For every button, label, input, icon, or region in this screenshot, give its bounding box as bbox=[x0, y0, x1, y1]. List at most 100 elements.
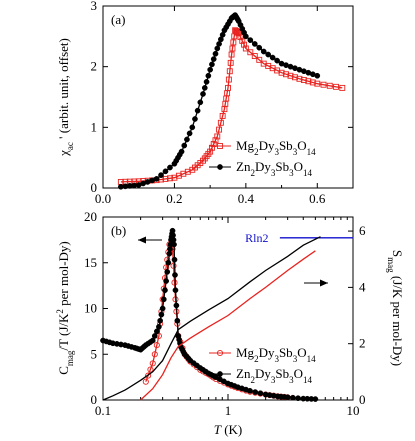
subscript-text: 2 bbox=[254, 354, 259, 364]
data-point-a bbox=[178, 148, 185, 155]
data-point-a bbox=[314, 72, 321, 79]
data-point-a bbox=[251, 53, 258, 59]
data-point-a bbox=[208, 144, 215, 151]
y-axis-label-right-b: Smag (J/K per mol-Dy) bbox=[386, 250, 405, 366]
legend-marker-b bbox=[217, 371, 223, 377]
label-text: Zn bbox=[236, 366, 251, 381]
data-point-a bbox=[205, 72, 212, 79]
data-point-b bbox=[145, 372, 152, 379]
data-point-a bbox=[189, 124, 196, 131]
data-point-b bbox=[142, 378, 149, 385]
data-point-a bbox=[225, 76, 232, 83]
data-point-a bbox=[192, 116, 198, 122]
label-text: Zn bbox=[236, 159, 251, 174]
data-point-a bbox=[181, 142, 188, 149]
data-point-a bbox=[212, 50, 219, 57]
data-point-b bbox=[165, 259, 172, 266]
label-text: Sb bbox=[275, 366, 289, 381]
x-tick-label-b: 1 bbox=[225, 403, 232, 418]
data-point-a bbox=[210, 141, 217, 147]
data-point-a bbox=[305, 78, 312, 85]
subscript-text: 3 bbox=[271, 375, 276, 385]
data-point-a bbox=[320, 81, 327, 88]
legend-label-a: Zn2Dy3Sb3O14 bbox=[236, 159, 312, 178]
y-tick-label-a: 3 bbox=[91, 0, 98, 13]
legend-label-b: Zn2Dy3Sb3O14 bbox=[236, 366, 312, 385]
data-point-a bbox=[256, 44, 263, 51]
label-text: Mg bbox=[236, 138, 255, 153]
data-point-b bbox=[252, 389, 259, 395]
y-tick-label-right-b: 4 bbox=[359, 279, 366, 294]
plot-frame-a bbox=[102, 5, 354, 189]
data-point-a bbox=[207, 66, 213, 73]
data-point-a bbox=[243, 33, 249, 40]
legend-marker-a bbox=[217, 143, 223, 149]
subscript-text: 2 bbox=[250, 375, 255, 385]
data-point-a bbox=[207, 148, 214, 155]
data-point-a bbox=[237, 34, 244, 41]
data-point-a bbox=[287, 72, 294, 79]
subscript-text: 3 bbox=[271, 168, 276, 178]
subscript-text: 3 bbox=[289, 168, 294, 178]
y-tick-label-left-b: 10 bbox=[84, 301, 97, 316]
data-point-a bbox=[256, 56, 263, 63]
y-tick-label-right-b: 6 bbox=[359, 223, 366, 238]
data-point-a bbox=[201, 85, 208, 91]
data-point-b bbox=[289, 394, 296, 401]
data-point-a bbox=[269, 54, 276, 61]
data-point-a bbox=[247, 49, 254, 56]
data-point-a bbox=[167, 175, 173, 182]
data-point-b bbox=[295, 395, 301, 402]
data-point-a bbox=[200, 91, 206, 97]
data-point-b bbox=[151, 351, 158, 358]
data-point-a bbox=[194, 107, 201, 114]
data-point-a bbox=[296, 75, 303, 82]
entropy-curve bbox=[102, 236, 321, 401]
label-text: / bbox=[56, 347, 71, 351]
subscript-text: 2 bbox=[250, 168, 255, 178]
data-point-a bbox=[167, 164, 173, 171]
data-point-b bbox=[163, 278, 169, 284]
y-tick-label-a: 2 bbox=[91, 59, 98, 74]
legend-label-a: Mg2Dy3Sb3O14 bbox=[236, 138, 316, 157]
series-line-a bbox=[120, 29, 343, 183]
data-point-a bbox=[230, 39, 237, 46]
label-text: S bbox=[390, 250, 405, 257]
data-point-a bbox=[210, 56, 217, 62]
data-point-a bbox=[242, 45, 249, 52]
x-axis-label-unit: (K) bbox=[221, 422, 242, 437]
data-point-a bbox=[158, 172, 164, 178]
data-point-b bbox=[158, 311, 165, 318]
y-tick-label-a: 0 bbox=[91, 180, 98, 195]
label-text: Sb bbox=[275, 159, 289, 174]
data-point-b bbox=[170, 262, 177, 269]
data-point-a bbox=[226, 68, 233, 75]
data-point-b bbox=[147, 366, 154, 373]
data-point-a bbox=[292, 74, 298, 81]
x-axis-label-var: T bbox=[214, 422, 222, 437]
plot-frame-b bbox=[102, 216, 354, 401]
x-tick-label-a: 0.6 bbox=[309, 191, 326, 206]
label-text: Sb bbox=[279, 345, 293, 360]
data-point-b bbox=[247, 388, 253, 394]
data-point-a bbox=[214, 133, 221, 140]
x-tick-label-b: 10 bbox=[347, 403, 360, 418]
label-text: Dy bbox=[259, 138, 275, 153]
data-point-a bbox=[184, 168, 191, 175]
label-text: (J/K bbox=[56, 313, 71, 339]
data-point-b bbox=[174, 317, 181, 324]
legend-marker-b bbox=[216, 349, 224, 357]
data-point-b bbox=[257, 390, 264, 397]
x-tick-label-b: 0.1 bbox=[95, 403, 111, 418]
y-tick-label-left-b: 15 bbox=[84, 255, 97, 270]
x-axis-label-b: T (K) bbox=[214, 422, 243, 437]
subscript-text: 14 bbox=[303, 375, 313, 385]
y-axis-label-main: χ bbox=[56, 150, 71, 157]
right-axis-arrow-head bbox=[320, 279, 328, 287]
data-point-b bbox=[159, 305, 166, 312]
data-point-a bbox=[333, 83, 339, 90]
subscript-text: 3 bbox=[289, 375, 294, 385]
panel-label-a: (a) bbox=[111, 12, 125, 27]
data-point-a bbox=[251, 41, 258, 47]
